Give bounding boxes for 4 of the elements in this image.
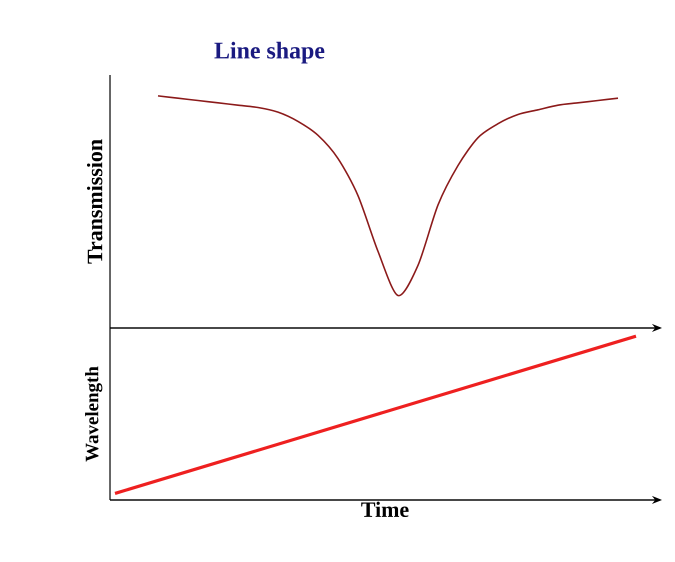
y-axis-title: Transmission [86, 139, 102, 264]
x-axis-title: Time [361, 502, 409, 518]
y-axis-title: Wavelength [85, 366, 102, 462]
chart-title: Line shape [214, 42, 324, 64]
